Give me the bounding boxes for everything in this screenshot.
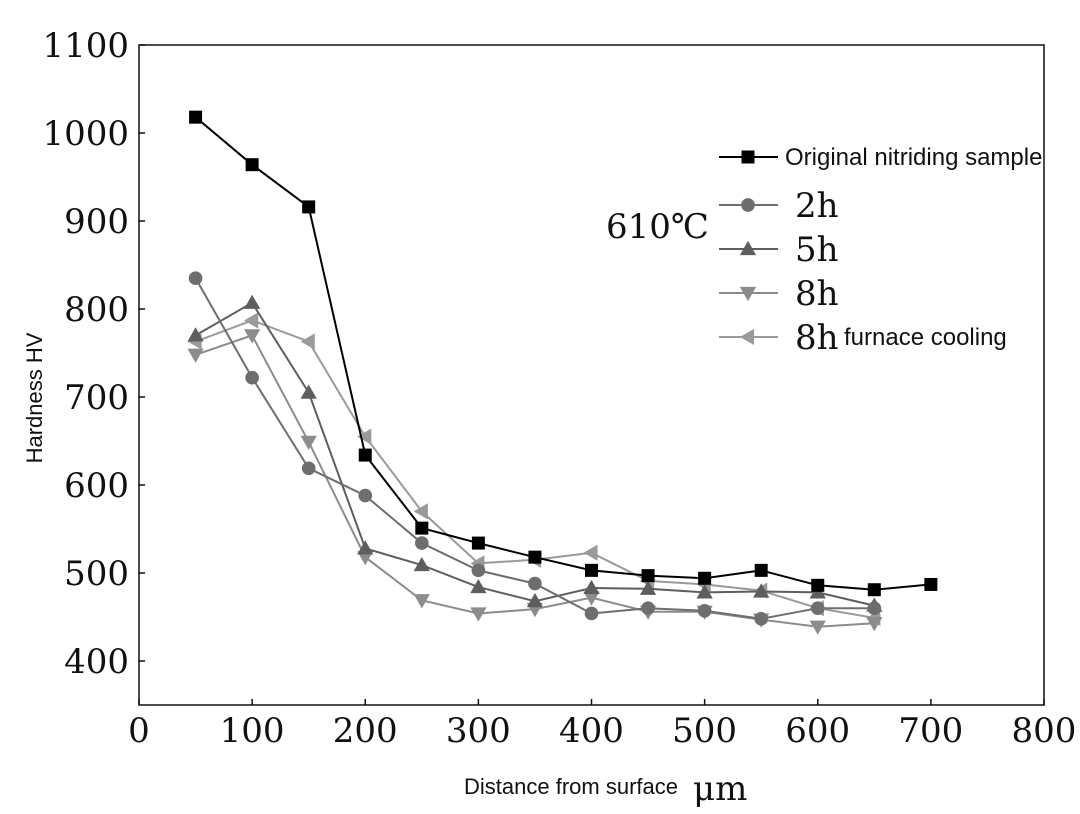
data-point [244, 312, 259, 329]
y-tick-label: 700 [64, 378, 129, 418]
data-point [414, 536, 429, 550]
x-axis-unit: μm [693, 769, 747, 809]
data-point [754, 611, 769, 626]
x-tick-label: 200 [333, 711, 398, 751]
x-tick-label: 400 [559, 711, 624, 751]
data-point [641, 569, 655, 583]
data-point [639, 580, 657, 595]
legend-marker [739, 240, 757, 256]
series-1 [188, 271, 882, 626]
data-point [300, 333, 315, 350]
axis-ticks: 0 100 200 300 400 500 600 700 800 400 500 600 700 800… [42, 26, 1076, 751]
x-tick-label: 500 [672, 711, 737, 751]
data-point [300, 384, 317, 399]
data-point [357, 540, 374, 555]
y-tick-label: 1000 [42, 114, 129, 154]
legend-marker [741, 198, 755, 212]
y-axis-label: Hardness HV [22, 332, 47, 463]
data-point [188, 271, 203, 286]
data-point [357, 551, 374, 566]
data-point [358, 448, 372, 462]
data-point [811, 578, 825, 592]
y-tick-label: 500 [64, 554, 129, 594]
data-point [245, 370, 259, 385]
data-point [866, 617, 883, 632]
legend-label: 8h [795, 318, 839, 358]
data-point [413, 503, 428, 520]
data-point [641, 601, 655, 616]
data-point [189, 110, 203, 124]
series-line [194, 116, 931, 591]
data-point [526, 593, 544, 608]
data-point [810, 601, 825, 616]
y-tick-label: 1100 [42, 26, 129, 66]
data-point [357, 428, 372, 445]
legend-marker [739, 286, 757, 302]
legend-item-0: Original nitriding sample [719, 144, 1042, 171]
data-point [698, 571, 712, 585]
legend-label: 5h [795, 230, 839, 270]
x-tick-label: 800 [1012, 711, 1077, 751]
data-point [867, 601, 882, 616]
data-point [471, 536, 485, 550]
y-tick-label: 800 [64, 290, 129, 330]
data-point [697, 604, 712, 618]
legend-item-3: 8h [719, 274, 839, 314]
legend-label-suffix: furnace cooling [844, 324, 1007, 351]
data-point [867, 583, 881, 597]
x-tick-label: 600 [785, 711, 850, 751]
data-point [471, 563, 486, 578]
legend-item-4: 8h furnace cooling [719, 318, 1007, 358]
temperature-annotation: 610℃ [606, 207, 709, 247]
data-point [924, 577, 938, 591]
data-point [583, 544, 598, 561]
series-line [194, 277, 875, 620]
y-tick-label: 600 [64, 466, 129, 506]
legend-marker [741, 150, 755, 164]
legend-label: 2h [795, 186, 839, 226]
x-tick-label: 0 [128, 711, 150, 751]
data-point [358, 488, 373, 503]
series-0 [189, 110, 938, 597]
data-point [244, 329, 261, 344]
data-point [583, 591, 600, 606]
legend-item-2: 5h [719, 230, 839, 270]
data-point [528, 550, 542, 564]
data-point [754, 563, 768, 577]
x-tick-label: 100 [220, 711, 285, 751]
data-point [413, 594, 430, 609]
data-point [302, 200, 316, 214]
data-point [187, 348, 204, 363]
legend-label: Original nitriding sample [785, 144, 1042, 171]
legend-label: 8h [795, 274, 839, 314]
y-tick-label: 400 [64, 642, 129, 682]
data-point [528, 576, 542, 591]
data-point [583, 579, 600, 595]
data-point [300, 435, 317, 451]
data-point [585, 563, 598, 577]
data-point [301, 461, 316, 476]
series-group [187, 110, 938, 635]
x-axis-label: Distance from surface [464, 774, 678, 799]
legend-marker [739, 328, 755, 346]
data-point [809, 620, 826, 635]
data-point [415, 521, 429, 535]
data-point [244, 294, 261, 309]
data-point [696, 584, 713, 599]
data-point [245, 158, 259, 172]
data-point [753, 583, 770, 598]
data-point [470, 607, 487, 622]
data-point [470, 578, 487, 594]
x-tick-label: 700 [898, 711, 963, 751]
data-point [187, 327, 204, 342]
y-tick-label: 900 [64, 202, 129, 242]
legend-item-1: 2h [719, 186, 839, 226]
x-tick-label: 300 [446, 711, 511, 751]
data-point [413, 556, 430, 572]
data-point [584, 606, 599, 621]
